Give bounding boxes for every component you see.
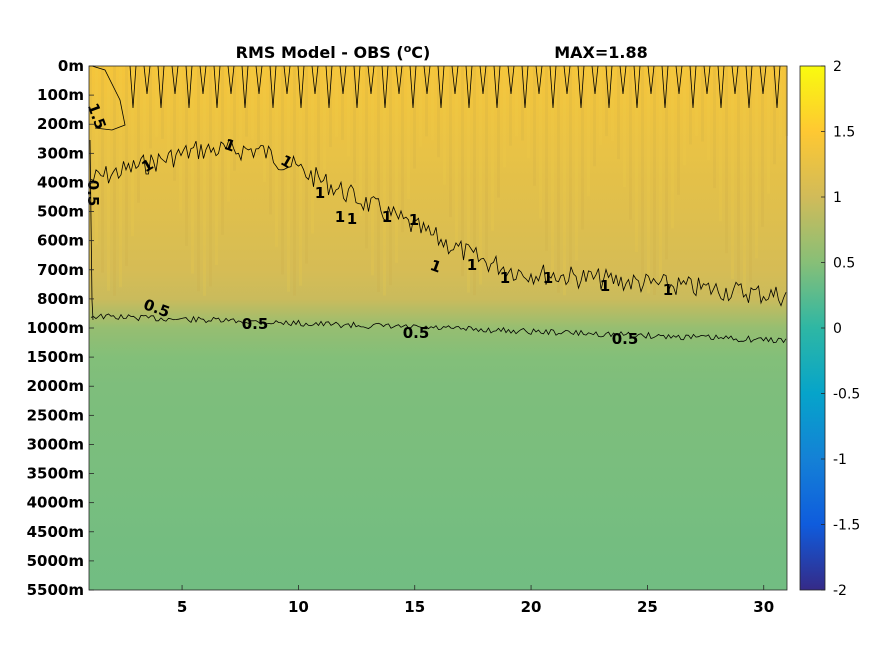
colorbar-tick-label: 0.5 xyxy=(833,256,855,272)
contour-label: 1 xyxy=(315,184,325,202)
colorbar-tick-label: -1 xyxy=(833,452,847,468)
y-tick-label: 300m xyxy=(37,144,84,162)
colorbar-tick-label: 1.5 xyxy=(833,125,855,141)
y-tick-label: 100m xyxy=(37,86,84,104)
contour-label: 1 xyxy=(382,208,392,226)
contour-label: 0.5 xyxy=(612,330,639,348)
y-tick-label: 5000m xyxy=(27,552,84,570)
contour-line-1.5 xyxy=(91,65,126,131)
colorbar-tick-label: 1 xyxy=(833,190,842,206)
x-tick-label: 25 xyxy=(637,598,658,616)
y-tick-label: 4000m xyxy=(27,494,84,512)
x-tick-label: 10 xyxy=(288,598,309,616)
x-tick-label: 5 xyxy=(177,598,187,616)
y-tick-label: 400m xyxy=(37,173,84,191)
y-tick-label: 500m xyxy=(37,203,84,221)
y-tick-label: 3000m xyxy=(27,435,84,453)
contour-label: 1 xyxy=(467,256,477,274)
y-tick-label: 800m xyxy=(37,290,84,308)
heatmap-streaks xyxy=(89,66,788,296)
x-tick-label: 20 xyxy=(521,598,542,616)
chart-title: RMS Model - OBS (oC) xyxy=(236,42,431,63)
contour-label: 0.5 xyxy=(84,180,102,207)
contour-label: 1 xyxy=(600,277,610,295)
y-tick-label: 4500m xyxy=(27,523,84,541)
max-label: MAX=1.88 xyxy=(554,43,648,62)
y-tick-label: 200m xyxy=(37,115,84,133)
y-tick-label: 0m xyxy=(58,57,84,75)
contour-label: 1 xyxy=(409,211,419,229)
y-tick-label: 1500m xyxy=(27,348,84,366)
contour-label: 0.5 xyxy=(403,324,430,342)
contour-line-left-edge xyxy=(89,139,94,321)
contour-line-0.5 xyxy=(90,313,787,344)
contour-label: 1 xyxy=(500,269,510,287)
colorbar xyxy=(799,65,826,591)
colorbar-tick-label: -1.5 xyxy=(833,518,860,534)
contour-label: 0.5 xyxy=(242,315,269,333)
colorbar-tick-label: -0.5 xyxy=(833,387,860,403)
y-tick-label: 2000m xyxy=(27,377,84,395)
y-tick-label: 600m xyxy=(37,232,84,250)
x-tick-label: 30 xyxy=(753,598,774,616)
x-tick-label: 15 xyxy=(404,598,425,616)
contour-label: 1 xyxy=(347,210,357,228)
colorbar-tick-label: 0 xyxy=(833,321,842,337)
contour-label: 1 xyxy=(335,208,345,226)
y-tick-label: 3500m xyxy=(27,465,84,483)
y-tick-label: 5500m xyxy=(27,581,84,599)
colorbar-tick-label: -2 xyxy=(833,583,847,599)
contour-line-1.5-spikes xyxy=(129,65,781,109)
contour-label: 1 xyxy=(543,269,553,287)
colorbar-tick-label: 2 xyxy=(833,59,842,75)
y-tick-label: 700m xyxy=(37,261,84,279)
y-tick-label: 2500m xyxy=(27,406,84,424)
y-tick-label: 1000m xyxy=(27,319,84,337)
contour-label: 1 xyxy=(663,281,673,299)
contour-line-1 xyxy=(90,139,787,307)
